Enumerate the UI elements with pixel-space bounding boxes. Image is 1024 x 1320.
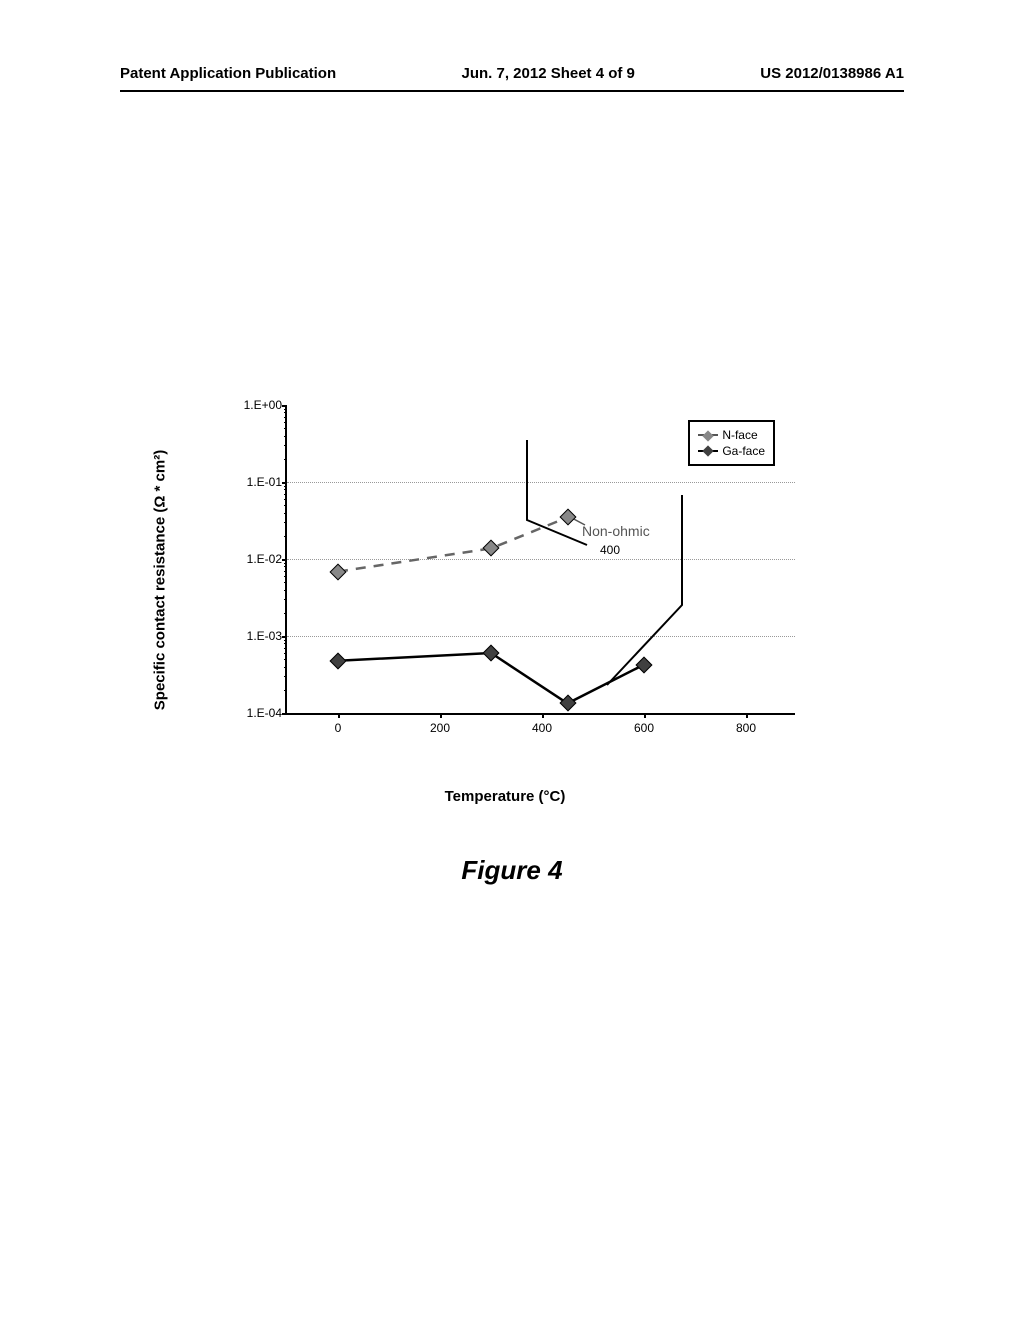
chart: Specific contact resistance (Ω * cm²) 1.…: [215, 405, 795, 755]
ytick-minor: [284, 640, 287, 641]
legend-label: Ga-face: [722, 444, 765, 458]
ytick-mark: [282, 405, 287, 407]
ytick-minor: [284, 422, 287, 423]
ytick-minor: [284, 536, 287, 537]
annotation-ref-number: 400: [600, 543, 620, 557]
ytick-minor: [284, 667, 287, 668]
ytick-minor: [284, 582, 287, 583]
ytick-label: 1.E+00: [237, 398, 282, 412]
ytick-minor: [284, 522, 287, 523]
gridline: [287, 482, 795, 483]
xtick-mark: [338, 713, 340, 718]
ytick-minor: [284, 409, 287, 410]
data-marker-nface: [559, 509, 576, 526]
xtick-mark: [746, 713, 748, 718]
ytick-label: 1.E-01: [237, 475, 282, 489]
ytick-minor: [284, 576, 287, 577]
x-axis-label: Temperature (°C): [445, 788, 566, 805]
gridline: [287, 559, 795, 560]
page-header: Patent Application Publication Jun. 7, 2…: [120, 65, 904, 82]
xtick-mark: [542, 713, 544, 718]
ytick-minor: [284, 563, 287, 564]
xtick-label: 400: [532, 721, 552, 735]
ytick-minor: [284, 643, 287, 644]
header-rule: [120, 90, 904, 92]
ytick-minor: [284, 499, 287, 500]
ytick-minor: [284, 428, 287, 429]
ytick-mark: [282, 482, 287, 484]
ytick-minor: [284, 459, 287, 460]
ytick-label: 1.E-02: [237, 552, 282, 566]
ytick-minor: [284, 571, 287, 572]
legend-swatch-icon: [698, 450, 718, 452]
ytick-minor: [284, 417, 287, 418]
ytick-mark: [282, 636, 287, 638]
ytick-label: 1.E-04: [237, 706, 282, 720]
ytick-minor: [284, 489, 287, 490]
annotation-nonohmic: Non-ohmic: [582, 523, 650, 539]
ytick-minor: [284, 412, 287, 413]
ytick-minor: [284, 513, 287, 514]
header-right: US 2012/0138986 A1: [760, 65, 904, 82]
ytick-mark: [282, 559, 287, 561]
plot-area: 1.E+00 1.E-01 1.E-02 1.E-03 1.E-04 0 200…: [285, 405, 795, 715]
ytick-minor: [284, 590, 287, 591]
y-axis-label: Specific contact resistance (Ω * cm²): [152, 450, 169, 710]
gridline: [287, 636, 795, 637]
legend-swatch-icon: [698, 434, 718, 436]
ytick-minor: [284, 445, 287, 446]
ytick-label: 1.E-03: [237, 629, 282, 643]
ytick-minor: [284, 653, 287, 654]
xtick-label: 800: [736, 721, 756, 735]
ytick-minor: [284, 690, 287, 691]
xtick-label: 600: [634, 721, 654, 735]
ytick-minor: [284, 566, 287, 567]
ytick-minor: [284, 599, 287, 600]
xtick-mark: [440, 713, 442, 718]
ytick-minor: [284, 505, 287, 506]
ytick-minor: [284, 494, 287, 495]
xtick-label: 200: [430, 721, 450, 735]
ytick-minor: [284, 648, 287, 649]
figure-caption: Figure 4: [461, 855, 562, 886]
data-marker-gaface: [636, 656, 653, 673]
header-left: Patent Application Publication: [120, 65, 336, 82]
ytick-minor: [284, 659, 287, 660]
data-marker-gaface: [559, 695, 576, 712]
ytick-minor: [284, 676, 287, 677]
legend: N-face Ga-face: [688, 420, 775, 466]
data-marker-gaface: [483, 645, 500, 662]
legend-item-nface: N-face: [698, 428, 765, 442]
data-marker-gaface: [330, 652, 347, 669]
xtick-label: 0: [335, 721, 342, 735]
legend-label: N-face: [722, 428, 757, 442]
header-center: Jun. 7, 2012 Sheet 4 of 9: [461, 65, 634, 82]
data-marker-nface: [330, 563, 347, 580]
ytick-mark: [282, 713, 287, 715]
legend-item-gaface: Ga-face: [698, 444, 765, 458]
data-marker-nface: [483, 540, 500, 557]
xtick-mark: [644, 713, 646, 718]
ytick-minor: [284, 613, 287, 614]
ytick-minor: [284, 436, 287, 437]
ytick-minor: [284, 486, 287, 487]
